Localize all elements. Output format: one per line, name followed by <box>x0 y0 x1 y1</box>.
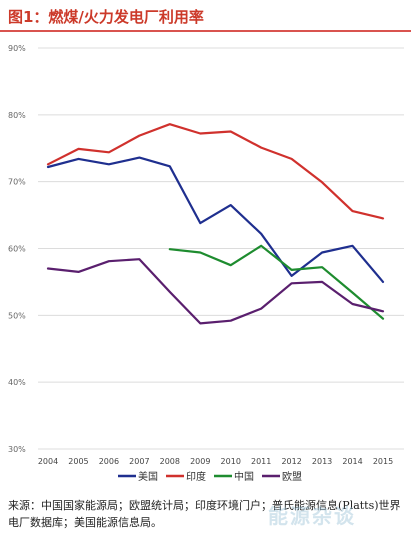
x-tick-label: 2006 <box>99 457 119 466</box>
x-tick-label: 2014 <box>342 457 362 466</box>
y-tick-label: 90% <box>8 44 26 53</box>
x-tick-label: 2009 <box>190 457 210 466</box>
legend: 美国 印度 中国 欧盟 <box>118 470 302 483</box>
watermark: 能源杂谈 <box>268 504 356 528</box>
y-tick-label: 70% <box>8 178 26 187</box>
x-tick-label: 2015 <box>373 457 393 466</box>
x-axis-ticks: 2004 2005 2006 2007 2008 2009 2010 2011 2012 2013… <box>38 457 393 466</box>
x-tick-label: 2004 <box>38 457 58 466</box>
legend-label: 中国 <box>234 470 254 483</box>
title-divider <box>0 30 411 32</box>
y-tick-label: 80% <box>8 111 26 120</box>
y-axis-ticks: 30% 40% 50% 60% 70% 80% 90% <box>8 44 26 454</box>
chart-title: 图1：燃煤/火力发电厂利用率 <box>8 8 204 26</box>
series-lines <box>46 123 385 325</box>
series-line <box>46 258 385 325</box>
x-tick-label: 2012 <box>281 457 301 466</box>
series-line <box>46 156 385 283</box>
y-tick-label: 60% <box>8 245 26 254</box>
x-tick-label: 2008 <box>160 457 180 466</box>
grid-lines <box>38 47 404 450</box>
legend-label: 美国 <box>138 470 158 483</box>
y-tick-label: 40% <box>8 378 26 387</box>
x-tick-label: 2010 <box>221 457 241 466</box>
x-tick-label: 2007 <box>129 457 149 466</box>
series-line <box>46 123 385 220</box>
y-tick-label: 50% <box>8 311 26 320</box>
x-tick-label: 2005 <box>68 457 88 466</box>
legend-label: 欧盟 <box>282 471 302 483</box>
source-note: 来源：中国国家能源局；欧盟统计局；印度环境门户；普氏能源信息(Platts)世界… <box>8 499 401 529</box>
series-line <box>168 244 385 320</box>
y-tick-label: 30% <box>8 445 26 454</box>
legend-label: 印度 <box>186 470 206 483</box>
x-tick-label: 2013 <box>312 457 332 466</box>
line-chart: 30%40%50%60%70%80%90% 2004 2005 2006 2007 20… <box>8 44 404 483</box>
x-tick-label: 2011 <box>251 457 271 466</box>
